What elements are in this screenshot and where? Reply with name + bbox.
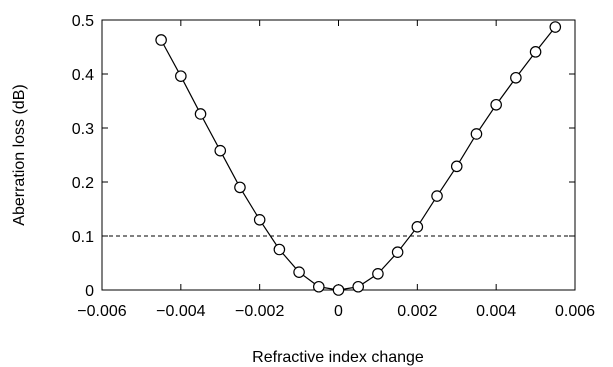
data-point <box>332 284 345 296</box>
data-point <box>490 98 502 111</box>
y-tick-label: 0.3 <box>72 121 94 138</box>
data-point <box>391 246 404 258</box>
y-tick-label: 0.1 <box>72 229 94 246</box>
y-tick-label: 0.5 <box>72 13 94 30</box>
data-point <box>431 190 443 202</box>
data-point <box>155 34 167 46</box>
data-point <box>175 70 187 82</box>
data-point <box>450 160 463 173</box>
x-axis-ticks <box>101 20 576 290</box>
data-point <box>529 46 542 58</box>
data-point <box>470 128 483 140</box>
plot-area <box>101 19 576 296</box>
x-axis-label: Refractive index change <box>252 349 424 366</box>
y-tick-label: 0 <box>85 283 94 300</box>
x-tick-label: −0.002 <box>235 303 284 320</box>
x-tick-label: −0.004 <box>156 303 205 320</box>
data-point <box>273 243 286 256</box>
x-tick-label: 0 <box>334 303 343 320</box>
x-tick-label: 0.004 <box>476 303 516 320</box>
series-points <box>155 21 562 296</box>
data-point <box>352 280 365 293</box>
y-tick-label: 0.2 <box>72 175 94 192</box>
x-tick-label: 0.006 <box>555 303 595 320</box>
x-tick-label: −0.006 <box>77 303 126 320</box>
data-point <box>312 280 325 293</box>
data-point <box>194 108 207 120</box>
data-point <box>549 21 562 33</box>
x-axis-tick-labels: −0.006 −0.004 −0.002 0 0.002 0.004 0.006 <box>77 303 595 320</box>
y-axis-tick-labels: 0 0.1 0.2 0.3 0.4 0.5 <box>72 13 94 300</box>
data-point <box>411 221 424 233</box>
data-point <box>214 144 227 157</box>
x-tick-label: 0.002 <box>397 303 437 320</box>
y-axis-ticks <box>102 19 575 291</box>
data-point <box>510 71 522 84</box>
y-axis-label: Aberration loss (dB) <box>11 84 28 225</box>
data-point <box>372 267 384 280</box>
data-point <box>253 214 266 226</box>
data-point <box>234 181 246 194</box>
y-tick-label: 0.4 <box>72 67 94 84</box>
series-line <box>160 26 556 291</box>
data-point <box>293 266 305 278</box>
